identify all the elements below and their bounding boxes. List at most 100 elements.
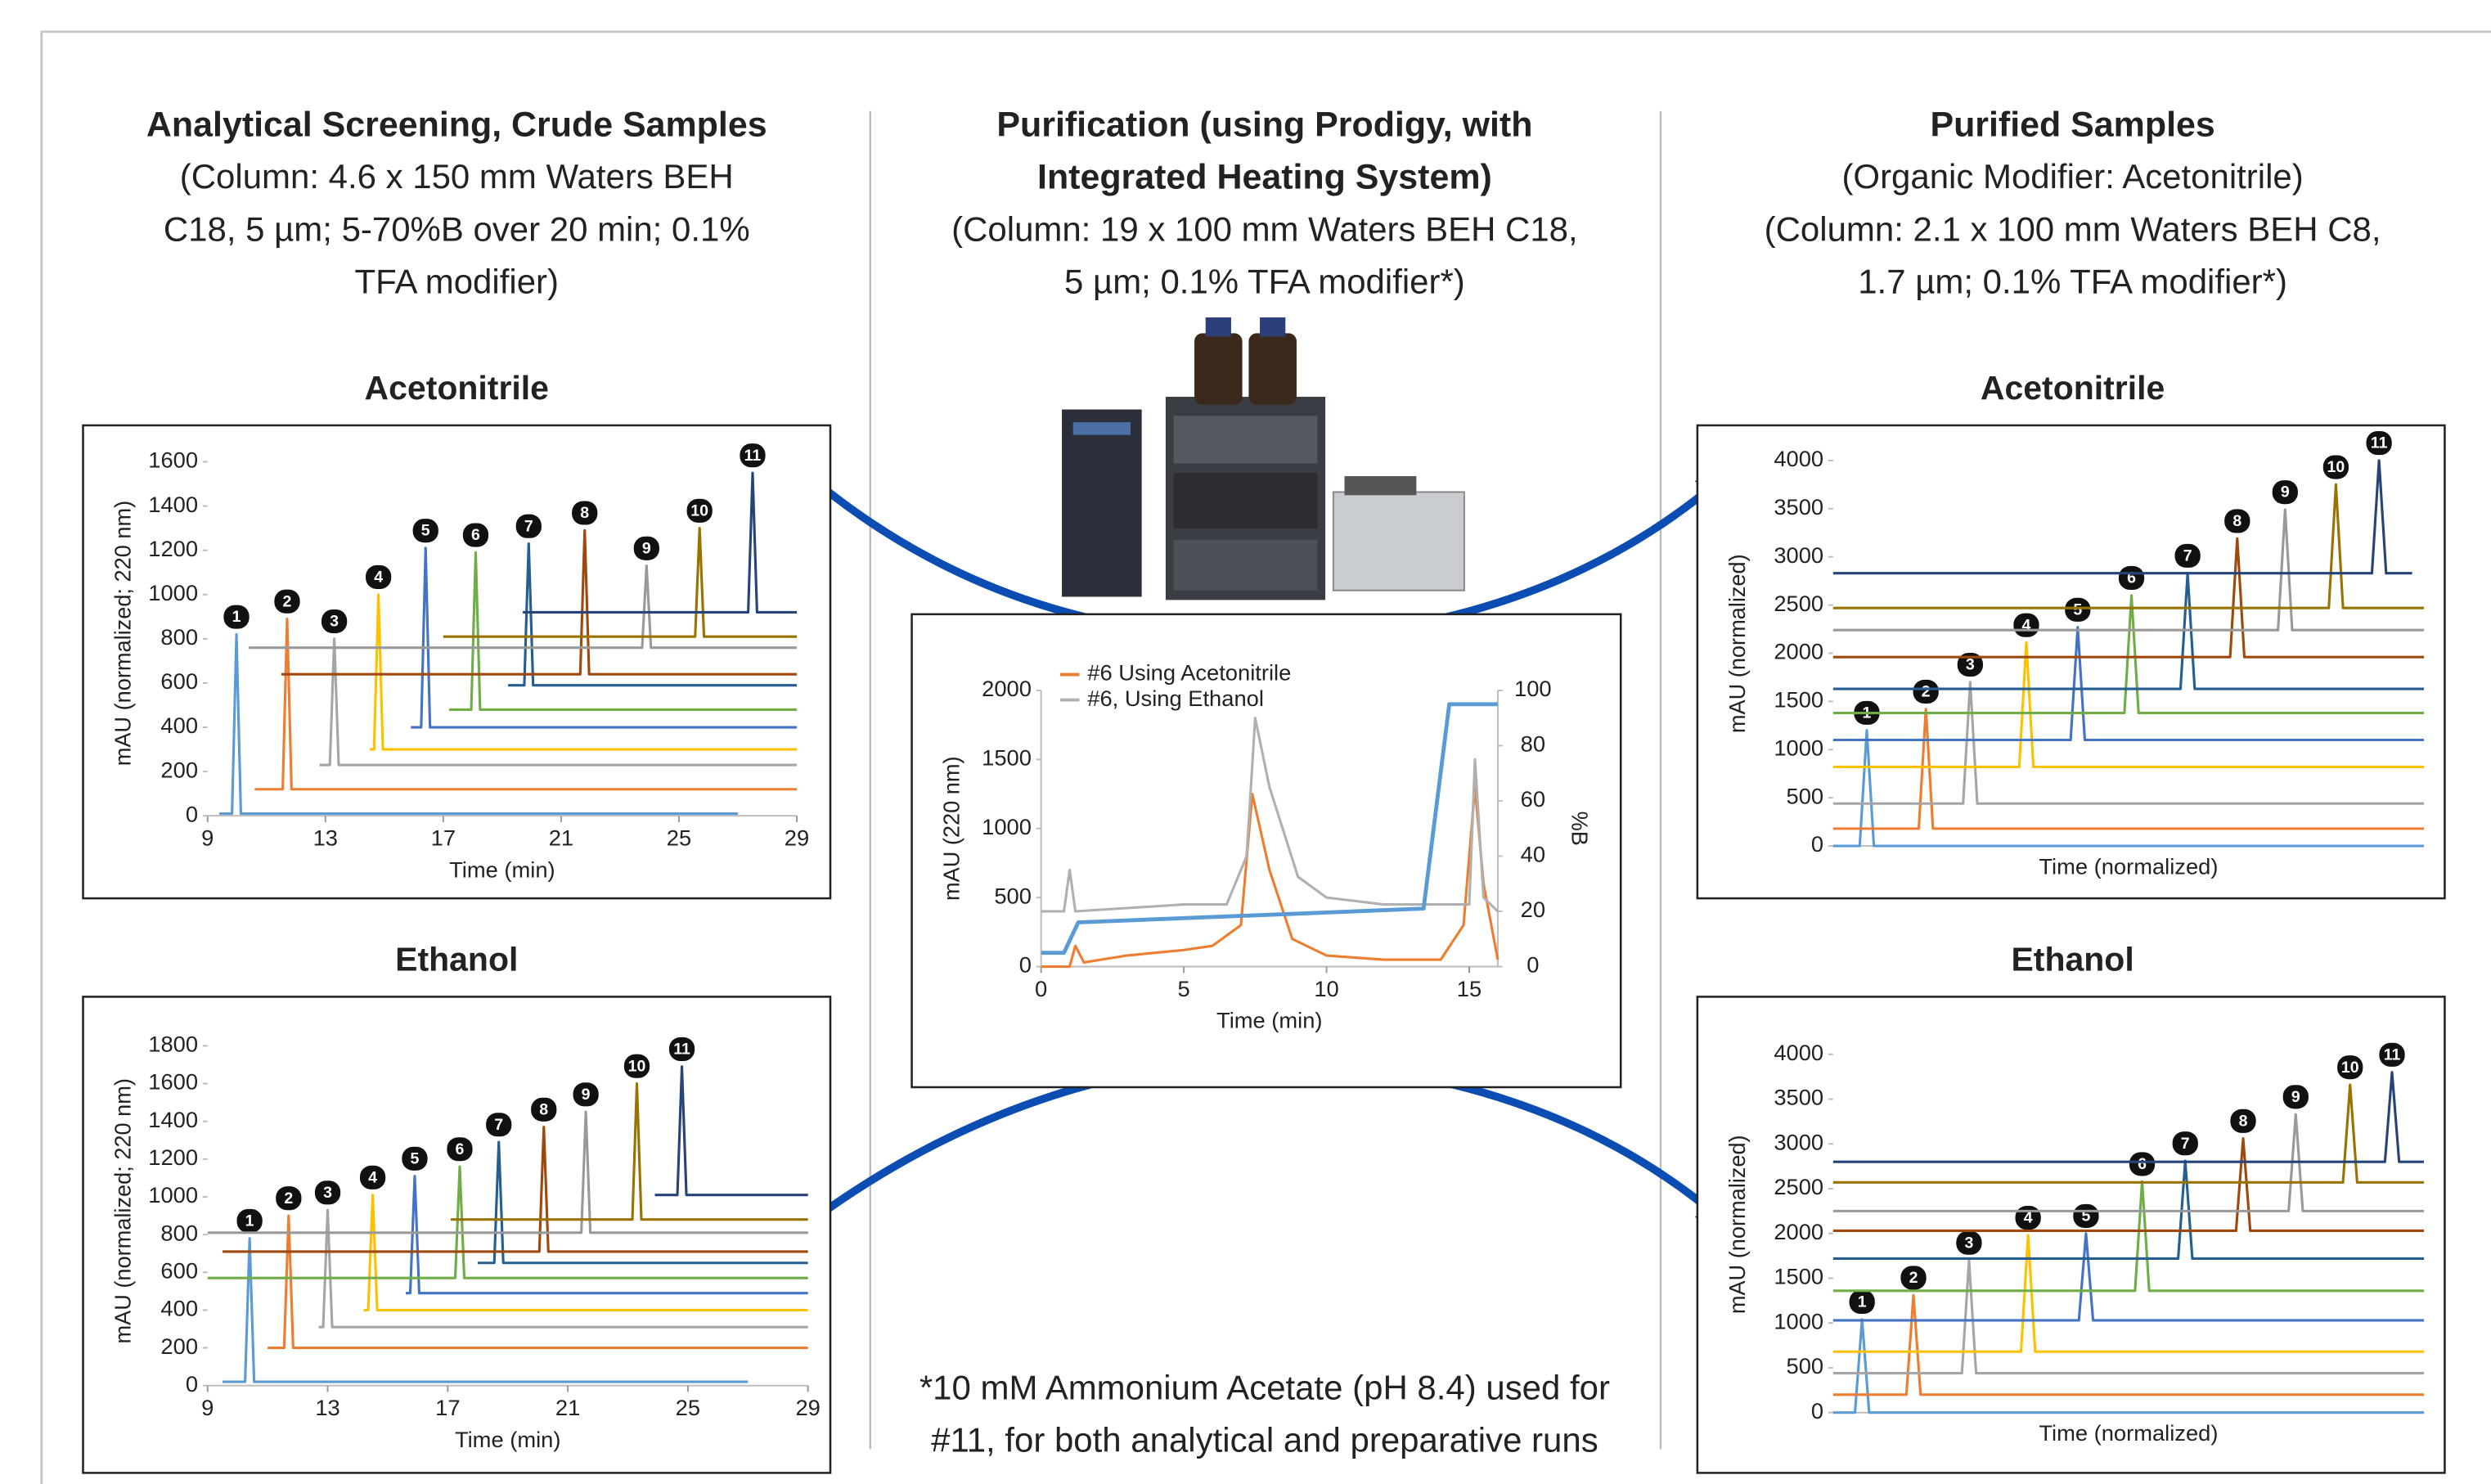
y-tick-label: 1500	[1774, 1264, 1823, 1289]
x-axis-label: Time (min)	[449, 857, 555, 882]
peak-badge: 10	[2323, 455, 2349, 479]
header-title: Analytical Screening, Crude Samples	[146, 106, 767, 145]
badge-label: 4	[374, 569, 383, 587]
peak-badge: 5	[2073, 1204, 2098, 1228]
x-axis-label: Time (normalized)	[2039, 1420, 2218, 1446]
y-tick-label: 1200	[148, 536, 198, 561]
x-tick-label: 9	[201, 825, 214, 851]
footnote: *10 mM Ammonium Acetate (pH 8.4) used fo…	[920, 1369, 1610, 1407]
y-tick-label: 3000	[1774, 1130, 1823, 1155]
peak-badge: 9	[2283, 1085, 2309, 1109]
peak-badge: 3	[321, 609, 347, 633]
badge-label: 5	[421, 522, 430, 540]
badge-label: 9	[2281, 483, 2290, 501]
badge-label: 3	[330, 613, 339, 631]
y-tick-label: 500	[994, 883, 1032, 908]
badge-label: 8	[2239, 1112, 2248, 1130]
y-axis-label: mAU (normalized)	[1724, 554, 1750, 733]
header-title: Purification (using Prodigy, with	[996, 106, 1532, 145]
badge-label: 9	[582, 1086, 591, 1104]
y-tick-label: 2000	[1774, 639, 1823, 664]
peak-badge: 11	[669, 1037, 695, 1061]
badge-label: 10	[2341, 1059, 2359, 1077]
x-axis-label: Time (min)	[455, 1427, 561, 1452]
chart-title: Ethanol	[395, 941, 518, 978]
header-line: C18, 5 µm; 5-70%B over 20 min; 0.1%	[164, 209, 750, 248]
x-tick-label: 21	[555, 1395, 580, 1420]
peak-badge: 8	[531, 1098, 556, 1122]
peak-badge: 8	[2230, 1109, 2255, 1133]
y-tick-label: 200	[160, 1333, 198, 1359]
header-title: Purified Samples	[1930, 106, 2214, 145]
y-tick-label: 1600	[148, 1069, 198, 1095]
peak-badge: 6	[2119, 566, 2144, 590]
header-line: TFA modifier)	[355, 262, 559, 300]
figure: Analytical Screening, Crude Samples (Col…	[0, 0, 2491, 1484]
peak-badge: 1	[223, 605, 249, 629]
x-tick-label: 13	[315, 1395, 339, 1420]
x-tick-label: 0	[1035, 976, 1047, 1001]
x-tick-label: 17	[431, 825, 456, 851]
chart-title: Acetonitrile	[1981, 369, 2165, 407]
y-tick-label: 2500	[1774, 1174, 1823, 1199]
header-title: Integrated Heating System)	[1037, 158, 1492, 197]
header-line: (Organic Modifier: Acetonitrile)	[1841, 157, 2303, 196]
badge-label: 11	[2384, 1046, 2401, 1064]
y2-tick-label: 0	[1527, 952, 1539, 978]
peak-badge: 5	[413, 519, 438, 542]
peak-badge: 7	[516, 515, 542, 538]
y-tick-label: 1400	[148, 1107, 198, 1132]
header-line: (Column: 2.1 x 100 mm Waters BEH C8,	[1765, 209, 2381, 248]
y-tick-label: 500	[1787, 1353, 1824, 1378]
peak-badge: 2	[276, 1186, 301, 1210]
page: {"headers": { "left": {"title": "Analyti…	[0, 0, 2491, 1484]
legend-label: #6 Using Acetonitrile	[1087, 660, 1291, 686]
badge-label: 1	[1858, 1293, 1867, 1311]
y2-tick-label: 40	[1521, 842, 1545, 867]
y-tick-label: 0	[1811, 1398, 1823, 1423]
y-tick-label: 1000	[1774, 1308, 1823, 1333]
header-line: 5 µm; 0.1% TFA modifier*)	[1064, 262, 1465, 300]
y-tick-label: 3500	[1774, 1085, 1823, 1110]
peak-badge: 6	[2129, 1152, 2155, 1176]
y-tick-label: 800	[160, 1220, 198, 1245]
peak-badge: 9	[573, 1082, 599, 1106]
badge-label: 9	[642, 539, 651, 557]
x-axis-label: Time (min)	[1216, 1008, 1323, 1033]
badge-label: 11	[2371, 434, 2388, 452]
y-tick-label: 200	[160, 757, 198, 782]
badge-label: 3	[1964, 1234, 1973, 1252]
peak-badge: 7	[486, 1113, 511, 1136]
peak-badge: 4	[366, 565, 391, 589]
peak-badge: 1	[1850, 1290, 1875, 1314]
y-tick-label: 400	[160, 1296, 198, 1321]
badge-label: 11	[673, 1041, 690, 1059]
badge-label: 2	[283, 592, 292, 610]
badge-label: 2	[284, 1189, 293, 1207]
peak-badge: 6	[447, 1137, 472, 1161]
y-tick-label: 1000	[982, 814, 1032, 839]
badge-label: 6	[471, 526, 480, 544]
peak-badge: 11	[2367, 431, 2392, 455]
peak-badge: 10	[624, 1055, 650, 1078]
y-tick-label: 4000	[1774, 446, 1823, 471]
badge-label: 8	[580, 504, 589, 522]
badge-label: 5	[2073, 600, 2082, 618]
x-tick-label: 25	[667, 825, 691, 851]
y-tick-label: 1500	[982, 745, 1032, 771]
peak-badge: 11	[2379, 1043, 2404, 1067]
y-tick-label: 1800	[148, 1032, 198, 1057]
badge-label: 6	[456, 1140, 465, 1158]
y-tick-label: 1200	[148, 1144, 198, 1170]
badge-label: 7	[2181, 1135, 2190, 1153]
badge-label: 4	[368, 1168, 377, 1186]
peak-badge: 2	[1900, 1266, 1926, 1289]
y-tick-label: 3000	[1774, 542, 1823, 568]
y-tick-label: 0	[186, 801, 198, 826]
y-tick-label: 500	[1787, 783, 1824, 808]
badge-label: 5	[411, 1149, 420, 1167]
header-line: 1.7 µm; 0.1% TFA modifier*)	[1858, 262, 2287, 300]
peak-badge: 3	[1956, 1231, 1981, 1255]
badge-label: 9	[2291, 1088, 2300, 1106]
x-tick-label: 13	[313, 825, 338, 851]
